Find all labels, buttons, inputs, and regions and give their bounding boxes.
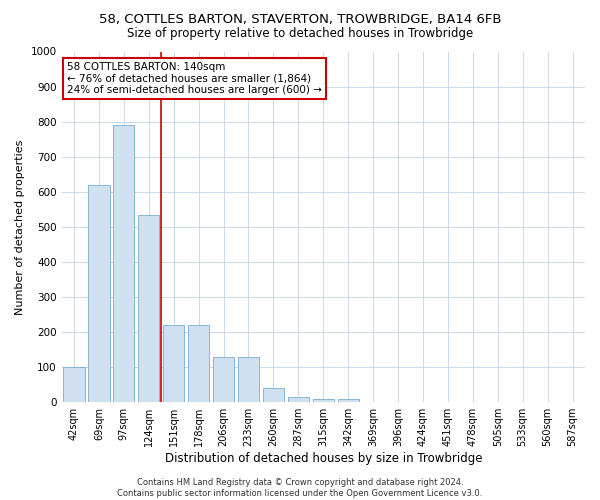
Y-axis label: Number of detached properties: Number of detached properties — [15, 139, 25, 314]
Bar — [64, 367, 85, 402]
Bar — [313, 398, 334, 402]
Bar — [238, 356, 259, 402]
Bar — [338, 398, 359, 402]
Text: 58, COTTLES BARTON, STAVERTON, TROWBRIDGE, BA14 6FB: 58, COTTLES BARTON, STAVERTON, TROWBRIDG… — [99, 12, 501, 26]
Bar — [213, 356, 234, 402]
Text: Contains HM Land Registry data © Crown copyright and database right 2024.
Contai: Contains HM Land Registry data © Crown c… — [118, 478, 482, 498]
Bar — [163, 325, 184, 402]
X-axis label: Distribution of detached houses by size in Trowbridge: Distribution of detached houses by size … — [164, 452, 482, 465]
Bar — [138, 214, 160, 402]
Bar — [113, 125, 134, 402]
Bar — [88, 185, 110, 402]
Bar — [188, 325, 209, 402]
Text: Size of property relative to detached houses in Trowbridge: Size of property relative to detached ho… — [127, 28, 473, 40]
Bar — [288, 397, 309, 402]
Bar — [263, 388, 284, 402]
Text: 58 COTTLES BARTON: 140sqm
← 76% of detached houses are smaller (1,864)
24% of se: 58 COTTLES BARTON: 140sqm ← 76% of detac… — [67, 62, 322, 95]
